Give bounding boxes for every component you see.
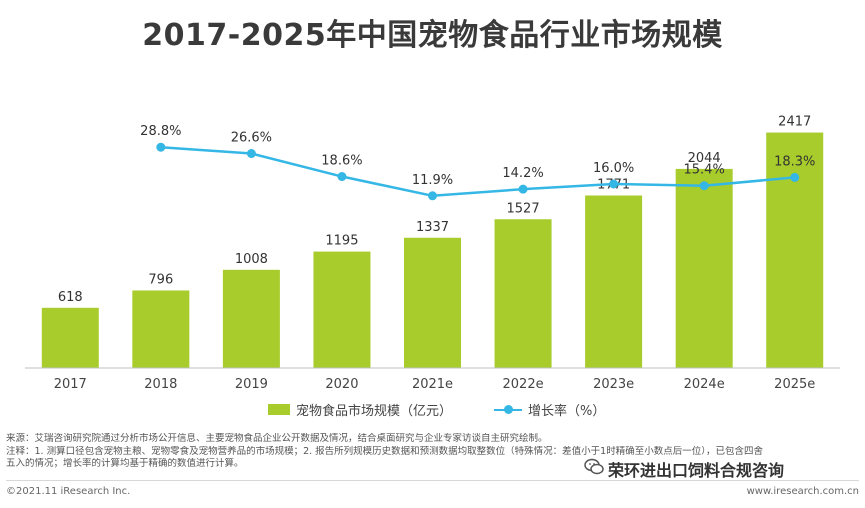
bar-label-2022e: 1527 bbox=[507, 201, 540, 216]
growth-rate-labels: 28.8% 26.6% 18.6% 11.9% 14.2% 16.0% 15.4% 18.3% bbox=[140, 124, 815, 188]
rate-point-2021e bbox=[428, 191, 437, 201]
chart-plot: 6187961008119513371527177120442417 20172… bbox=[25, 115, 840, 392]
rate-point-2025e bbox=[790, 172, 800, 182]
rate-point-2019 bbox=[246, 149, 256, 159]
bar-2018 bbox=[132, 290, 190, 368]
bar-label-2021e: 1337 bbox=[416, 220, 449, 235]
legend-swatch-line bbox=[494, 404, 522, 415]
legend-item-line: 增长率（%） bbox=[494, 400, 605, 419]
bar-2020 bbox=[313, 251, 371, 368]
rate-point-2023e bbox=[609, 179, 619, 189]
watermark-text: 荣环进出口饲料合规咨询 bbox=[608, 461, 785, 480]
source-note: 来源：艾瑞咨询研究院通过分析市场公开信息、主要宠物食品企业公开数据及情况，结合桌… bbox=[6, 433, 548, 444]
bar-label-2025e: 2417 bbox=[778, 115, 811, 130]
x-tick-2017: 2017 bbox=[54, 377, 87, 392]
bar-2025e bbox=[766, 132, 824, 368]
rate-label-2022e: 14.2% bbox=[502, 166, 543, 181]
bar-label-2020: 1195 bbox=[325, 234, 358, 249]
bar-2017 bbox=[41, 307, 99, 368]
bar-value-labels: 6187961008119513371527177120442417 bbox=[58, 115, 811, 305]
legend-label-bar: 宠物食品市场规模（亿元） bbox=[296, 404, 453, 419]
bar-2024e bbox=[675, 168, 733, 368]
legend-label-line: 增长率（%） bbox=[528, 404, 606, 419]
growth-rate-line bbox=[160, 145, 795, 198]
x-tick-2018: 2018 bbox=[144, 377, 177, 392]
growth-rate-points bbox=[156, 142, 800, 201]
legend-swatch-bar bbox=[268, 404, 290, 415]
x-tick-2021e: 2021e bbox=[412, 377, 453, 392]
bar-label-2018: 796 bbox=[148, 272, 173, 287]
bar-label-2017: 618 bbox=[58, 290, 83, 305]
rate-label-2021e: 11.9% bbox=[412, 173, 453, 188]
bar-label-2024e: 2044 bbox=[688, 151, 721, 166]
bar-2023e bbox=[585, 195, 643, 368]
x-tick-labels: 2017 2018 2019 2020 2021e 2022e 2023e 2024e 2025… bbox=[54, 377, 816, 392]
x-tick-2023e: 2023e bbox=[593, 377, 634, 392]
note-line-1: 注释：1. 测算口径包含宠物主粮、宠物零食及宠物营养品的市场规模；2. 报告所列… bbox=[6, 445, 763, 457]
watermark: 荣环进出口饲料合规咨询 bbox=[580, 457, 789, 481]
chart-legend: 宠物食品市场规模（亿元） 增长率（%） bbox=[0, 400, 865, 422]
chart-notes: 来源：艾瑞咨询研究院通过分析市场公开信息、主要宠物食品企业公开数据及情况，结合桌… bbox=[6, 433, 861, 471]
bar-2022e bbox=[494, 219, 552, 368]
rate-point-2022e bbox=[518, 184, 528, 194]
rate-label-2020: 18.6% bbox=[321, 154, 362, 169]
x-tick-2019: 2019 bbox=[235, 377, 268, 392]
x-tick-2022e: 2022e bbox=[503, 377, 544, 392]
chart-title: 2017-2025年中国宠物食品行业市场规模 bbox=[142, 18, 723, 53]
legend-item-bar: 宠物食品市场规模（亿元） bbox=[268, 400, 452, 419]
x-tick-2020: 2020 bbox=[325, 377, 358, 392]
rate-label-2018: 28.8% bbox=[140, 124, 181, 139]
rate-point-2024e bbox=[699, 181, 709, 191]
bar-series bbox=[41, 132, 824, 368]
rate-label-2025e: 18.3% bbox=[774, 154, 815, 169]
footer-website: www.iresearch.com.cn bbox=[746, 486, 859, 497]
rate-label-2024e: 15.4% bbox=[684, 163, 725, 178]
bar-label-2019: 1008 bbox=[235, 252, 268, 267]
rate-label-2019: 26.6% bbox=[231, 131, 272, 146]
x-tick-2024e: 2024e bbox=[684, 377, 725, 392]
rate-point-2018 bbox=[156, 142, 166, 152]
footer-copyright: ©2021.11 iResearch Inc. bbox=[6, 486, 131, 497]
footer-divider bbox=[6, 480, 859, 481]
rate-point-2020 bbox=[337, 172, 347, 182]
wechat-icon bbox=[584, 458, 604, 480]
note-line-2: 五入的情况；增长率的计算均基于精确的数值进行计算。 bbox=[6, 458, 244, 469]
bar-2021e bbox=[404, 237, 461, 368]
bar-2019 bbox=[222, 269, 280, 368]
rate-label-2023e: 16.0% bbox=[593, 161, 634, 176]
x-tick-2025e: 2025e bbox=[774, 377, 815, 392]
